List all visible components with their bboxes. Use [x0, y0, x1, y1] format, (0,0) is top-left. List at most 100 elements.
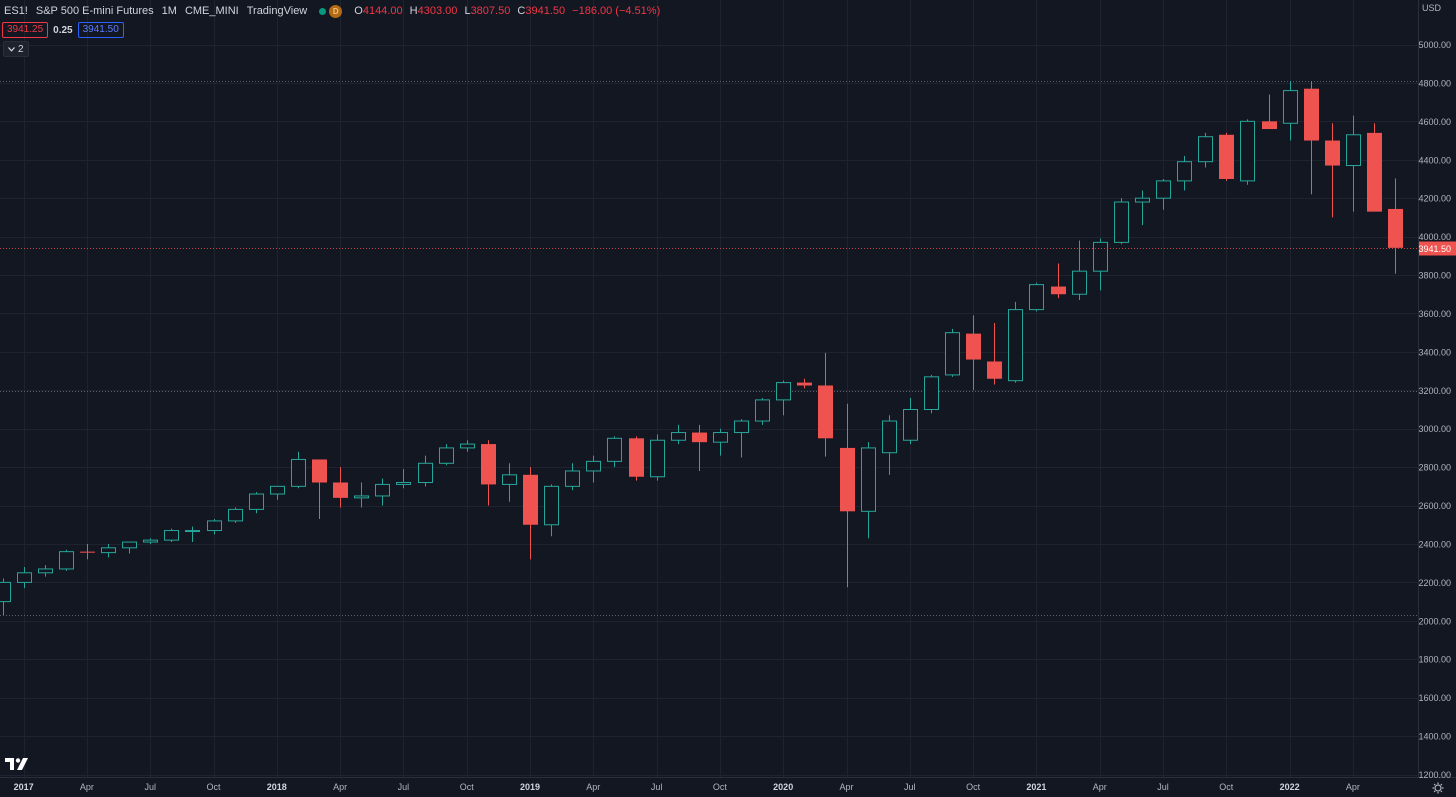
candle-body — [861, 447, 876, 512]
interval-label[interactable]: 1M — [161, 5, 177, 17]
gear-icon[interactable] — [1432, 782, 1444, 794]
candle-body — [692, 432, 707, 443]
time-tick-label: Jul — [144, 782, 156, 792]
time-tick-label: Jul — [1157, 782, 1169, 792]
candle-body — [650, 439, 665, 478]
price-tick-label: 3000.00 — [1418, 424, 1451, 434]
candle-body — [418, 462, 433, 483]
candle-down — [481, 440, 496, 506]
candle-body — [1114, 201, 1129, 243]
candle-body — [840, 447, 855, 512]
candle-body — [502, 474, 517, 485]
candle-up — [396, 469, 411, 489]
candle-up — [544, 484, 559, 537]
time-tick-label: 2019 — [520, 782, 540, 792]
candle-body — [460, 443, 475, 449]
candle-up — [713, 428, 728, 456]
candle-down — [80, 543, 95, 560]
candle-body — [439, 447, 454, 464]
candle-up — [207, 519, 222, 535]
bid-ask-row: 3941.25 0.25 3941.50 — [2, 22, 124, 38]
price-tick-label: 4000.00 — [1418, 232, 1451, 242]
candle-down — [692, 424, 707, 471]
candle-down — [987, 323, 1002, 385]
candle-up — [882, 415, 897, 475]
symbol-legend[interactable]: ES1! S&P 500 E-mini Futures 1M CME_MINI … — [4, 3, 664, 19]
candle-down — [1219, 132, 1234, 181]
candle-body — [1072, 270, 1087, 295]
candle-body — [270, 485, 285, 495]
time-tick-label: Jul — [398, 782, 410, 792]
price-tick-label: 1200.00 — [1418, 770, 1451, 780]
time-tick-label: 2018 — [267, 782, 287, 792]
last-price-label: 3941.50 — [1418, 244, 1451, 254]
price-tick-label: 1600.00 — [1418, 693, 1451, 703]
bid-price-button[interactable]: 3941.25 — [2, 22, 49, 38]
price-tick-label: 3800.00 — [1418, 271, 1451, 281]
candle-down — [1367, 123, 1382, 212]
candle-body — [1262, 121, 1277, 130]
candle-up — [1029, 282, 1044, 312]
candle-body — [818, 385, 833, 439]
candle-up — [650, 434, 665, 481]
candle-body — [80, 551, 95, 553]
candle-body — [354, 495, 369, 499]
chevron-down-icon — [8, 46, 15, 52]
time-tick-label: Apr — [1093, 782, 1107, 792]
candle-up — [1114, 198, 1129, 245]
indicator-count: 2 — [18, 43, 24, 55]
data-delay-badge[interactable]: D — [329, 4, 343, 18]
candle-body — [143, 539, 158, 543]
price-tick-label: 2200.00 — [1418, 578, 1451, 588]
price-tick-label: 2400.00 — [1418, 539, 1451, 549]
candle-down — [312, 459, 327, 519]
candle-body — [1283, 90, 1298, 124]
candle-down — [333, 467, 348, 508]
price-tick-label: 4200.00 — [1418, 194, 1451, 204]
time-tick-label: Apr — [1346, 782, 1360, 792]
candle-down — [1304, 81, 1319, 195]
candle-up — [1346, 115, 1361, 212]
candle-up — [924, 374, 939, 414]
change-value: −186.00 (−4.51%) — [572, 5, 661, 17]
symbol-ticker[interactable]: ES1! — [4, 5, 28, 17]
tradingview-logo-icon[interactable] — [5, 757, 29, 771]
market-status-icon[interactable] — [319, 7, 327, 15]
candle-body — [586, 460, 601, 472]
candle-body — [38, 568, 53, 574]
candle-up — [607, 436, 622, 468]
candle-body — [1346, 134, 1361, 167]
time-tick-label: Oct — [1219, 782, 1234, 792]
time-tick-label: Jul — [904, 782, 916, 792]
candle-body — [966, 333, 981, 360]
candle-body — [1177, 161, 1192, 182]
candle-body — [607, 437, 622, 462]
candle-body — [1093, 241, 1108, 272]
candle-up — [460, 440, 475, 452]
candle-body — [1219, 134, 1234, 179]
time-tick-label: Jul — [651, 782, 663, 792]
candle-up — [945, 328, 960, 377]
time-axis-ticks: 2017 Apr Jul Oct 2018 Apr Jul Oct 2019 Apr Jul Oct 2… — [14, 782, 1360, 792]
ask-price-button[interactable]: 3941.50 — [77, 22, 124, 38]
candle-up — [502, 463, 517, 502]
open-label: O — [354, 5, 363, 17]
collapse-indicators-button[interactable]: 2 — [3, 41, 29, 57]
candle-body — [333, 482, 348, 498]
candle-body — [713, 432, 728, 443]
candle-body — [228, 508, 243, 522]
candle-body — [0, 581, 11, 603]
price-reference-lines — [0, 81, 1418, 616]
candle-down — [1262, 94, 1277, 130]
axes: USD — [0, 0, 1456, 778]
chart-grid — [0, 0, 1418, 777]
candle-body — [291, 458, 306, 487]
candle-up — [671, 424, 686, 445]
candle-body — [396, 482, 411, 485]
low-label: L — [464, 5, 471, 17]
candle-body — [1240, 120, 1255, 182]
candle-up — [903, 397, 918, 445]
price-axis-ticks: 1200.00 1400.00 1600.00 1800.00 2000.00 2200.… — [1418, 40, 1451, 780]
candle-body — [924, 376, 939, 410]
